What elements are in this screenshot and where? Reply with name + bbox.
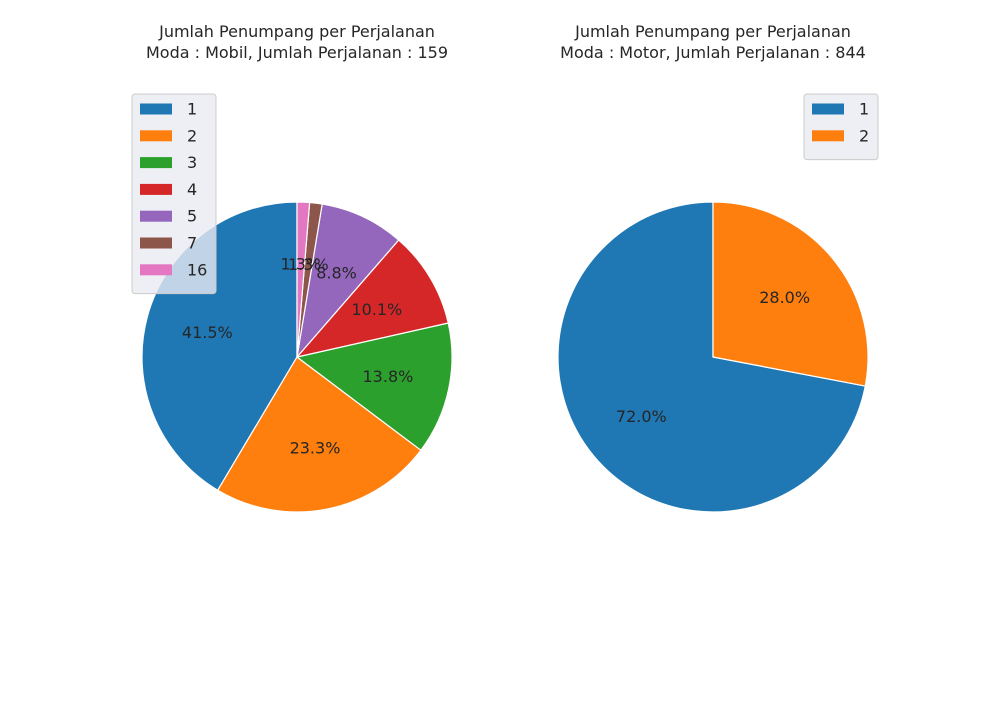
pie-slices — [557, 201, 869, 513]
slice-label-16: 1.3% — [280, 255, 321, 274]
pie-slice-5 — [296, 203, 400, 358]
legend-label-1: 1 — [187, 100, 197, 119]
legend-swatch-5 — [140, 210, 172, 222]
legend-swatch-16 — [140, 264, 172, 276]
pie-slice-3 — [296, 322, 453, 451]
legend-label-5: 5 — [187, 207, 197, 226]
legend-label-3: 3 — [187, 153, 197, 172]
legend: 12 — [803, 93, 879, 161]
legend-swatch-2 — [140, 130, 172, 142]
pie-chart-mobil: Jumlah Penumpang per Perjalanan Moda : M… — [131, 22, 453, 513]
pie-slice-2 — [712, 201, 869, 387]
pie-slice-labels: 72.0% 28.0% — [616, 288, 810, 426]
legend-swatch-1 — [812, 103, 844, 115]
slice-label-7: 1.3% — [288, 255, 329, 274]
pie-slice-1 — [557, 201, 866, 513]
legend-label-2: 2 — [187, 126, 197, 145]
legend-swatch-3 — [140, 157, 172, 169]
chart-title-line-1: Jumlah Penumpang per Perjalanan — [574, 22, 851, 41]
legend-label-2: 2 — [859, 126, 869, 145]
legend-swatch-7 — [140, 237, 172, 249]
slice-label-2: 28.0% — [759, 288, 810, 307]
slice-label-1: 72.0% — [616, 407, 667, 426]
pie-chart-motor: Jumlah Penumpang per Perjalanan Moda : M… — [557, 22, 879, 513]
legend-label-16: 16 — [187, 260, 207, 279]
legend-label-1: 1 — [859, 100, 869, 119]
chart-title-line-2: Moda : Motor, Jumlah Perjalanan : 844 — [560, 43, 866, 62]
pie-slice-16 — [296, 201, 311, 358]
legend-label-4: 4 — [187, 180, 197, 199]
legend-label-7: 7 — [187, 234, 197, 253]
slice-label-3: 13.8% — [363, 367, 414, 386]
slice-label-1: 41.5% — [182, 323, 233, 342]
legend-swatch-2 — [812, 130, 844, 142]
slice-label-5: 8.8% — [316, 263, 357, 282]
slice-label-2: 23.3% — [290, 439, 341, 458]
pie-slice-4 — [296, 239, 449, 358]
pie-slice-labels: 41.5% 23.3% 13.8% 10.1% 8.8%1.3%1.3% — [182, 255, 413, 458]
slice-label-4: 10.1% — [351, 300, 402, 319]
pie-slices — [141, 201, 453, 513]
legend-swatch-4 — [140, 183, 172, 195]
legend-swatch-1 — [140, 103, 172, 115]
chart-title-line-1: Jumlah Penumpang per Perjalanan — [158, 22, 435, 41]
legend: 1 2 3 4 5 7 16 — [131, 93, 217, 295]
pie-slice-2 — [217, 356, 422, 513]
chart-title-line-2: Moda : Mobil, Jumlah Perjalanan : 159 — [146, 43, 448, 62]
